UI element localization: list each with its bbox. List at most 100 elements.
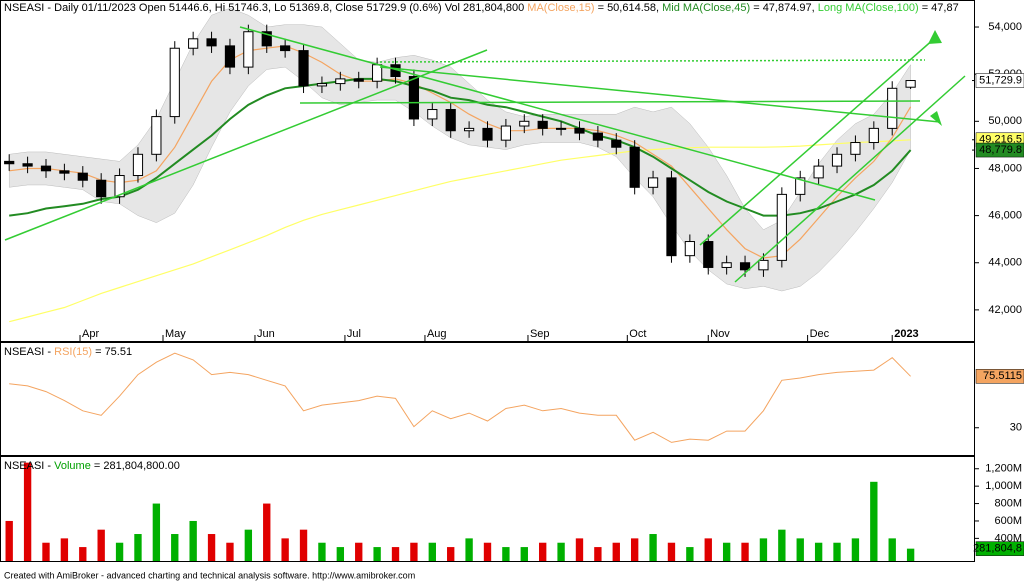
candle-body: [813, 165, 824, 179]
title-part: RSI(15): [54, 346, 92, 358]
candle-body: [795, 177, 806, 195]
volume-bar: [299, 529, 308, 561]
x-tick-label: Jul: [347, 328, 361, 340]
volume-bar: [42, 542, 50, 561]
candle-body: [243, 31, 254, 68]
volume-bar: [226, 542, 234, 561]
candle-body: [132, 153, 144, 177]
footer: Created with AmiBroker - advanced charti…: [4, 570, 415, 580]
volume-bar: [796, 538, 804, 561]
trend-line: [699, 37, 936, 246]
volume-bar: [134, 534, 142, 561]
arrow-head: [928, 30, 942, 44]
value-box: [975, 541, 1024, 556]
candle-body: [500, 125, 511, 141]
title-part: = 50,614.58,: [595, 2, 663, 14]
volume-bar: [318, 542, 326, 561]
x-tick-label: Dec: [810, 328, 830, 340]
title-part: Long MA(Close,100): [818, 2, 919, 14]
value-box-label: 51,729.9: [979, 74, 1022, 86]
candle-body: [40, 165, 52, 172]
y-tick-label: 600M: [994, 515, 1022, 527]
volume-bar: [152, 503, 161, 561]
arrow-head: [930, 111, 942, 126]
volume-bar: [97, 529, 105, 561]
x-tick-label: Jun: [257, 328, 275, 340]
trend-line: [734, 75, 966, 283]
volume-bar: [870, 481, 878, 561]
candle-body: [887, 87, 898, 129]
volume-bar: [336, 547, 345, 561]
title-part: NSEASI -: [4, 346, 54, 358]
rsi-line: [9, 352, 911, 443]
title-part: NSEASI -: [4, 460, 54, 472]
volume-bar: [649, 534, 657, 561]
candle-body: [188, 38, 199, 49]
y-tick-label: 800M: [994, 497, 1022, 509]
x-tick-label: Sep: [530, 328, 550, 340]
candle-body: [574, 127, 585, 134]
volume-bar: [244, 529, 253, 561]
y-tick-label: 48,000: [988, 162, 1022, 174]
panel-title: NSEASI - Daily 01/11/2023 Open 51446.6, …: [4, 2, 959, 14]
candle-body: [519, 120, 530, 127]
value-box-label: 75.5115: [983, 370, 1022, 382]
volume-bar: [60, 538, 69, 561]
x-tick-label: Nov: [710, 328, 730, 340]
volume-panel-frame: [0, 456, 975, 562]
volume-bar: [741, 542, 749, 561]
y-tick-label: 30: [1010, 422, 1022, 434]
title-part: Volume: [54, 460, 91, 472]
candle-body: [758, 259, 769, 271]
x-tick-label: 2023: [894, 328, 918, 340]
y-tick-label: 44,000: [988, 257, 1022, 269]
candle-body: [427, 109, 438, 120]
panel-title: NSEASI - RSI(15) = 75.51: [4, 346, 132, 358]
volume-bar: [833, 542, 841, 561]
title-part: MA(Close,15): [527, 2, 594, 14]
candle-body: [464, 127, 475, 132]
y-tick-label: 54,000: [988, 21, 1022, 33]
value-box: [975, 142, 1024, 158]
volume-bar: [189, 520, 197, 561]
title-part: = 47,87: [919, 2, 959, 14]
candle-body: [537, 120, 548, 129]
volume-bar: [612, 542, 620, 561]
volume-bar: [465, 538, 473, 561]
candle-body: [850, 142, 861, 155]
title-part: = 281,804,800.00: [91, 460, 180, 472]
candle-body: [831, 153, 843, 167]
y-tick-label: 400M: [994, 532, 1022, 544]
volume-bar: [594, 547, 602, 561]
candle-body: [280, 45, 291, 52]
volume-bar: [502, 547, 510, 561]
value-box-label: 48,779.8: [979, 144, 1022, 156]
title-part: Mid MA(Close,45): [662, 2, 750, 14]
volume-bar: [373, 547, 381, 561]
candle-body: [298, 50, 309, 87]
value-box: [975, 369, 1024, 384]
y-tick-label: 1,000M: [985, 480, 1022, 492]
volume-bar: [355, 542, 363, 561]
moving-average: [9, 77, 912, 217]
x-tick-label: Apr: [82, 328, 99, 340]
volume-bar: [281, 538, 289, 561]
volume-bar: [483, 542, 492, 561]
trend-line: [299, 100, 921, 104]
moving-average: [9, 139, 911, 323]
candle-body: [868, 127, 879, 144]
volume-bar: [557, 542, 565, 561]
candle-body: [721, 262, 732, 268]
panel-title: NSEASI - Volume = 281,804,800.00: [4, 460, 180, 472]
volume-bar: [759, 538, 768, 561]
price-panel-frame: [0, 0, 975, 342]
volume-bar: [888, 538, 896, 561]
volume-bar: [391, 547, 400, 561]
trend-line: [4, 49, 488, 241]
y-tick-label: 50,000: [988, 115, 1022, 127]
volume-bar: [520, 547, 528, 561]
x-tick-label: Aug: [427, 328, 447, 340]
volume-bar: [410, 542, 418, 561]
candle-body: [59, 170, 70, 174]
